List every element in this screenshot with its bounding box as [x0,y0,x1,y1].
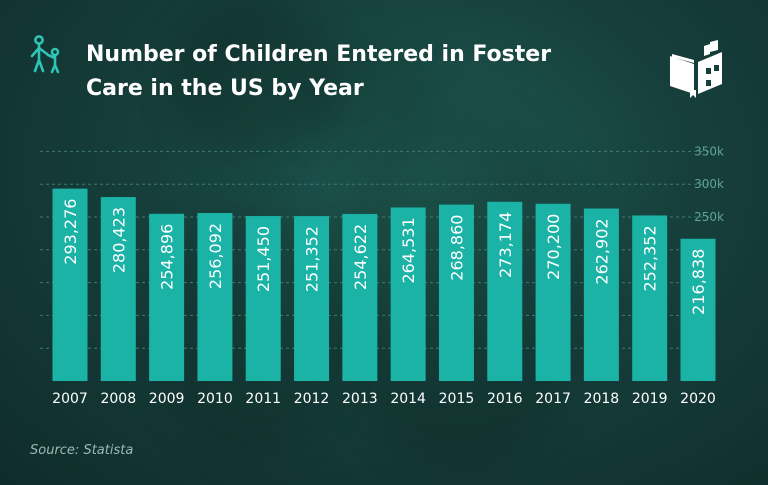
x-tick-label: 2008 [100,391,136,407]
bar-value-label: 270,200 [544,214,563,280]
bar-value-label: 254,622 [351,224,370,290]
bar [245,216,281,381]
x-tick-label: 2007 [52,391,88,407]
background-photo-shade [170,0,340,160]
bar [438,204,474,381]
x-tick-label: 2019 [632,391,668,407]
bar [535,203,571,381]
bar-value-label: 251,450 [254,226,273,292]
x-tick-label: 2013 [342,391,378,407]
bar [680,238,716,381]
x-tick-label: 2015 [439,391,475,407]
x-tick-label: 2012 [294,391,330,407]
bar-value-label: 268,860 [447,215,466,281]
background-photo-shade [300,40,440,160]
bar [149,213,185,381]
chart-title-line-1: Number of Children Entered in Foster [86,42,552,67]
x-tick-label: 2016 [487,391,523,407]
y-tick-label: 350k [694,144,724,158]
bar-value-label: 293,276 [61,199,80,265]
bar-value-label: 264,531 [399,217,418,283]
bar-value-label: 273,174 [496,212,515,278]
bar-value-label: 216,838 [689,249,708,315]
bar [100,197,136,381]
bar-value-label: 262,902 [592,218,611,284]
bar [342,213,378,381]
parent-child-icon [30,35,60,74]
bar [390,207,426,381]
bar-value-label: 251,352 [303,226,322,292]
bar [632,215,668,381]
bar [583,208,619,381]
y-tick-label: 300k [694,177,724,191]
y-tick-label: 250k [694,210,724,224]
bar [197,213,233,381]
chart-title: Number of Children Entered in Foster Car… [86,38,586,106]
bar-value-label: 280,423 [109,207,128,273]
chart-title-line-2: Care in the US by Year [86,76,364,101]
bar [487,201,523,381]
x-tick-label: 2020 [680,391,716,407]
book-building-logo [670,40,722,98]
x-tick-label: 2010 [197,391,233,407]
bar [294,216,330,381]
x-tick-label: 2018 [584,391,620,407]
bar [52,188,88,381]
x-tick-label: 2011 [245,391,281,407]
x-tick-label: 2017 [535,391,571,407]
bar-value-label: 252,352 [641,225,660,291]
x-tick-label: 2014 [390,391,426,407]
source-note: Source: Statista [30,443,134,458]
x-tick-label: 2009 [149,391,185,407]
bar-value-label: 254,896 [158,224,177,290]
bar-value-label: 256,092 [206,223,225,289]
